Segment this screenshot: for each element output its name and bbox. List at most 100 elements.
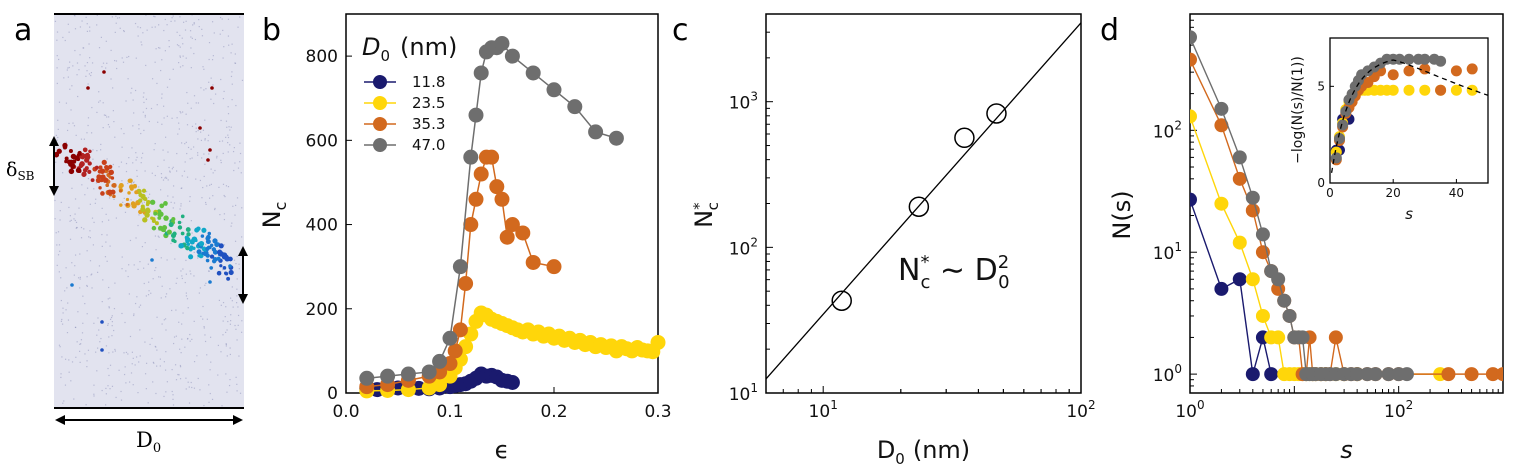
atom-speck — [89, 30, 91, 32]
atom-speck — [189, 340, 191, 342]
panel-a: a δSB D0 — [6, 13, 248, 456]
panel-c-label: c — [672, 13, 689, 48]
atom-speck — [108, 352, 110, 354]
atom-speck — [108, 286, 110, 289]
plot-area-d — [1190, 30, 1503, 382]
y-tick-label-c-base: 10 — [729, 385, 751, 405]
data-point-b — [567, 99, 583, 115]
data-point-b — [452, 259, 468, 275]
atom-speck — [76, 62, 79, 64]
x-tick-label-d-base: 10 — [1175, 402, 1197, 422]
data-point-b — [452, 322, 468, 338]
atom-speck — [115, 15, 117, 17]
atom-speck — [62, 172, 64, 174]
cluster-dot — [226, 276, 231, 281]
atom-speck — [145, 362, 148, 364]
atom-speck — [219, 33, 221, 35]
atom-speck — [197, 102, 200, 104]
data-point-d — [1271, 272, 1286, 287]
atom-speck — [183, 170, 186, 172]
atom-speck — [133, 112, 135, 114]
atom-speck — [156, 316, 158, 318]
atom-speck — [124, 211, 127, 213]
atom-speck — [188, 386, 190, 388]
atom-noise — [54, 14, 244, 407]
atom-speck — [143, 92, 145, 94]
atom-speck — [173, 336, 176, 338]
atom-speck — [238, 355, 240, 357]
data-point-d — [1232, 272, 1247, 287]
atom-speck — [142, 152, 144, 154]
atom-speck — [204, 163, 206, 165]
y-tick-label-c: 101 — [729, 381, 758, 405]
atom-speck — [211, 398, 214, 401]
atom-speck — [185, 295, 188, 297]
y-axis-label-c: N*c — [690, 202, 722, 228]
cluster-dot — [100, 320, 104, 324]
atom-speck — [159, 47, 161, 49]
atom-speck — [56, 139, 58, 141]
atom-speck — [222, 320, 224, 322]
atom-speck — [175, 170, 178, 172]
cluster-dot — [98, 165, 103, 170]
atom-speck — [172, 185, 175, 187]
atom-speck — [152, 381, 154, 383]
cluster-dot — [142, 217, 148, 223]
atom-speck — [191, 338, 193, 340]
cluster-dot — [224, 254, 229, 259]
atom-speck — [184, 346, 186, 348]
atom-speck — [116, 17, 119, 19]
atom-speck — [141, 202, 144, 204]
atom-speck — [111, 315, 113, 317]
atom-speck — [166, 24, 168, 26]
atom-speck — [82, 322, 84, 324]
cluster-dot — [197, 253, 201, 258]
atom-speck — [190, 67, 192, 69]
atom-speck — [120, 390, 122, 393]
atom-speck — [93, 384, 95, 386]
atom-speck — [198, 292, 200, 294]
data-point-c — [908, 196, 930, 217]
atom-speck — [179, 364, 182, 367]
atom-speck — [203, 153, 205, 155]
atom-speck — [212, 172, 214, 174]
atom-speck — [113, 198, 115, 200]
x-tick-label-b: 0.3 — [644, 402, 671, 422]
delta-sb-arrow — [49, 136, 59, 196]
atom-speck — [237, 314, 240, 317]
cluster-dot — [75, 167, 82, 174]
cluster-dot — [208, 148, 212, 152]
cluster-dot — [70, 283, 74, 287]
atom-speck — [96, 271, 99, 273]
y-tick-label-c-base: 10 — [729, 94, 751, 114]
atom-speck — [105, 67, 107, 69]
atom-speck — [139, 355, 141, 357]
atom-speck — [74, 326, 77, 328]
cluster-dot — [224, 271, 229, 276]
atom-speck — [164, 369, 167, 371]
atom-speck — [56, 31, 59, 33]
atom-speck — [60, 299, 62, 302]
atom-speck — [154, 61, 156, 63]
atom-speck — [134, 22, 137, 25]
atom-speck — [235, 376, 237, 378]
atom-speck — [133, 314, 135, 317]
atom-speck — [110, 316, 113, 319]
data-point-d — [1271, 330, 1286, 345]
atom-speck — [162, 149, 164, 151]
x-axis-label-c-unit: (nm) — [913, 436, 970, 464]
legend-marker-b — [373, 138, 387, 152]
atom-speck — [90, 74, 92, 77]
atom-speck — [241, 79, 244, 81]
atom-speck — [225, 120, 228, 122]
atom-speck — [227, 320, 229, 323]
atom-speck — [78, 207, 80, 209]
data-point-d — [1214, 101, 1229, 116]
data-point-b — [432, 364, 448, 380]
cluster-dot — [208, 280, 212, 284]
cluster-dot — [228, 264, 232, 268]
atom-speck — [101, 66, 103, 68]
atom-speck — [156, 365, 158, 367]
atom-speck — [130, 92, 132, 94]
atom-speck — [66, 332, 69, 334]
